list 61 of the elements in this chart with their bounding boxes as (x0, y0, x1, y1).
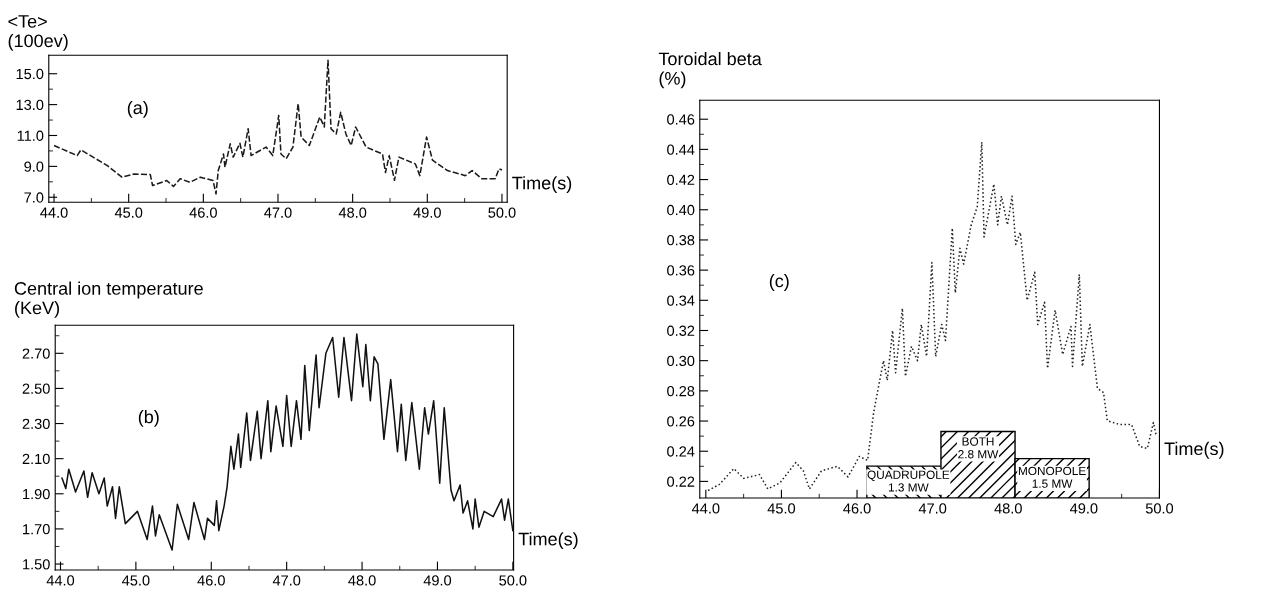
x-tick-label: 48.0 (994, 503, 1022, 514)
y-tick-label: 0.38 (667, 235, 695, 246)
annotation: (b) (138, 410, 159, 427)
y-tick-label: 0.34 (667, 295, 695, 306)
line-series (61, 333, 514, 551)
y-tick-label: 11.0 (17, 130, 44, 141)
x-tick-label: 44.0 (46, 575, 75, 586)
line-series (707, 141, 1158, 492)
y-tick-label: 0.46 (667, 114, 695, 125)
y-axis-title: Toroidal beta (%) (658, 51, 762, 89)
x-axis-title: Time(s) (512, 176, 572, 193)
x-tick-label: 44.0 (40, 207, 68, 218)
x-tick-label: 45.0 (767, 503, 796, 514)
y-tick-label: 9.0 (24, 161, 44, 172)
y-tick-label: 0.32 (667, 325, 695, 336)
y-tick-label: 2.70 (22, 348, 50, 359)
x-tick-label: 45.0 (122, 575, 150, 586)
y-tick-label: 0.30 (667, 355, 695, 367)
y-tick-label: 2.10 (22, 453, 50, 465)
y-tick-label: 15.0 (16, 68, 44, 80)
y-tick-label: 13.0 (16, 99, 44, 111)
y-tick-label: 0.24 (667, 446, 695, 457)
annotation: (a) (127, 100, 148, 118)
x-tick-label: 48.0 (348, 575, 376, 586)
x-tick-label: 47.0 (264, 207, 292, 218)
line-series (53, 59, 503, 195)
x-tick-label: 49.0 (413, 207, 441, 218)
x-tick-label: 44.0 (691, 503, 720, 514)
x-tick-label: 49.0 (423, 575, 452, 586)
y-tick-label: 1.50 (23, 559, 50, 570)
x-tick-label: 47.0 (918, 503, 947, 514)
x-tick-label: 50.0 (1145, 503, 1174, 514)
y-tick-label: 0.28 (667, 385, 695, 397)
y-tick-label: 2.50 (22, 383, 50, 394)
x-tick-label: 50.0 (488, 207, 516, 218)
x-tick-label: 46.0 (843, 503, 871, 514)
x-tick-label: 46.0 (197, 575, 225, 586)
x-tick-label: 50.0 (499, 575, 527, 586)
y-axis-title: Central ion temperature (KeV) (14, 281, 203, 318)
y-tick-label: 1.90 (23, 488, 50, 500)
y-tick-label: 0.36 (667, 265, 695, 276)
y-tick-label: 7.0 (24, 192, 44, 203)
y-tick-label: 1.70 (23, 524, 50, 535)
y-tick-label: 0.26 (667, 416, 695, 427)
x-tick-label: 47.0 (272, 575, 301, 586)
y-tick-label: 2.30 (22, 418, 50, 429)
x-tick-label: 45.0 (114, 207, 143, 218)
x-tick-label: 49.0 (1069, 503, 1098, 514)
annotation: (c) (769, 274, 789, 291)
band-label: QUADRUPOLE 1.3 MW (867, 470, 950, 492)
band-label: MONOPOLE 1.5 MW (1018, 466, 1086, 488)
y-tick-label: 0.44 (667, 144, 695, 155)
y-tick-label: 0.22 (667, 476, 695, 487)
x-tick-label: 46.0 (189, 207, 217, 218)
y-tick-label: 0.40 (667, 204, 695, 216)
y-axis-title: <Te> (100ev) (8, 15, 68, 51)
band-label: BOTH 2.8 MW (958, 437, 999, 459)
x-axis-title: Time(s) (1164, 441, 1224, 459)
x-tick-label: 48.0 (338, 207, 367, 218)
y-tick-label: 0.42 (667, 174, 695, 186)
x-axis-title: Time(s) (518, 532, 578, 550)
